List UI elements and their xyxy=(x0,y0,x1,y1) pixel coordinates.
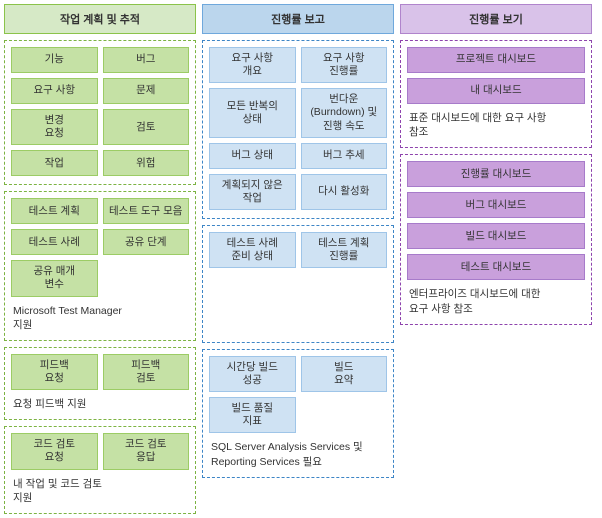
work-item: 기능 xyxy=(11,47,98,73)
work-item: 진행률 대시보드 xyxy=(407,161,585,187)
work-item: 버그 상태 xyxy=(209,143,296,169)
column-progress-report: 진행률 보고 요구 사항 개요요구 사항 진행률모든 반복의 상태번다운(Bur… xyxy=(202,4,394,514)
work-item: 빌드 대시보드 xyxy=(407,223,585,249)
work-item: 피드백 요청 xyxy=(11,354,98,390)
section-caption: 요청 피드백 지원 xyxy=(11,395,189,411)
section-caption: 엔터프라이즈 대시보드에 대한 요구 사항 참조 xyxy=(407,285,585,315)
section: 기능버그요구 사항문제변경 요청검토작업위험 xyxy=(4,40,196,185)
section: 프로젝트 대시보드내 대시보드표준 대시보드에 대한 요구 사항 참조 xyxy=(400,40,592,148)
work-item: 버그 대시보드 xyxy=(407,192,585,218)
work-item: 테스트 도구 모음 xyxy=(103,198,190,224)
work-item: 위험 xyxy=(103,150,190,176)
section-caption: 내 작업 및 코드 검토 지원 xyxy=(11,475,189,505)
work-item: 내 대시보드 xyxy=(407,78,585,104)
work-item: 프로젝트 대시보드 xyxy=(407,47,585,73)
section: 진행률 대시보드버그 대시보드빌드 대시보드테스트 대시보드엔터프라이즈 대시보… xyxy=(400,154,592,324)
work-item: 요구 사항 개요 xyxy=(209,47,296,83)
work-item: 빌드 품질 지표 xyxy=(209,397,296,433)
section: 코드 검토 요청코드 검토 응답내 작업 및 코드 검토 지원 xyxy=(4,426,196,514)
section-caption: Microsoft Test Manager 지원 xyxy=(11,302,189,332)
work-item: 번다운(Burndown) 및 진행 속도 xyxy=(301,88,388,137)
work-item: 빌드 요약 xyxy=(301,356,388,392)
section: 피드백 요청피드백 검토요청 피드백 지원 xyxy=(4,347,196,420)
work-item: 버그 추세 xyxy=(301,143,388,169)
work-item: 버그 xyxy=(103,47,190,73)
section-caption: 표준 대시보드에 대한 요구 사항 참조 xyxy=(407,109,585,139)
header-progress-report: 진행률 보고 xyxy=(202,4,394,34)
work-item: 코드 검토 응답 xyxy=(103,433,190,469)
work-item: 계획되지 않은 작업 xyxy=(209,174,296,210)
work-item: 테스트 사례 준비 상태 xyxy=(209,232,296,268)
work-item: 요구 사항 xyxy=(11,78,98,104)
work-item: 요구 사항 진행률 xyxy=(301,47,388,83)
section: 테스트 계획테스트 도구 모음테스트 사례공유 단계공유 매개 변수 Micros… xyxy=(4,191,196,341)
work-item: 테스트 대시보드 xyxy=(407,254,585,280)
work-item: 작업 xyxy=(11,150,98,176)
section: 테스트 사례 준비 상태테스트 계획 진행률 xyxy=(202,225,394,343)
header-progress-view: 진행률 보기 xyxy=(400,4,592,34)
work-item: 검토 xyxy=(103,109,190,145)
column-progress-view: 진행률 보기 프로젝트 대시보드내 대시보드표준 대시보드에 대한 요구 사항 … xyxy=(400,4,592,514)
work-item: 시간당 빌드 성공 xyxy=(209,356,296,392)
work-item: 테스트 사례 xyxy=(11,229,98,255)
work-item: 다시 활성화 xyxy=(301,174,388,210)
work-item: 공유 단계 xyxy=(103,229,190,255)
diagram-root: 작업 계획 및 추적 기능버그요구 사항문제변경 요청검토작업위험테스트 계획테… xyxy=(4,4,598,514)
section: 요구 사항 개요요구 사항 진행률모든 반복의 상태번다운(Burndown) … xyxy=(202,40,394,219)
work-item: 공유 매개 변수 xyxy=(11,260,98,296)
work-item: 피드백 검토 xyxy=(103,354,190,390)
column-planning: 작업 계획 및 추적 기능버그요구 사항문제변경 요청검토작업위험테스트 계획테… xyxy=(4,4,196,514)
header-planning: 작업 계획 및 추적 xyxy=(4,4,196,34)
work-item: 코드 검토 요청 xyxy=(11,433,98,469)
work-item: 테스트 계획 xyxy=(11,198,98,224)
section-caption: SQL Server Analysis Services 및 Reporting… xyxy=(209,438,387,468)
work-item: 변경 요청 xyxy=(11,109,98,145)
work-item: 테스트 계획 진행률 xyxy=(301,232,388,268)
section: 시간당 빌드 성공빌드 요약빌드 품질 지표 SQL Server Analysi… xyxy=(202,349,394,478)
work-item: 문제 xyxy=(103,78,190,104)
work-item: 모든 반복의 상태 xyxy=(209,88,296,137)
